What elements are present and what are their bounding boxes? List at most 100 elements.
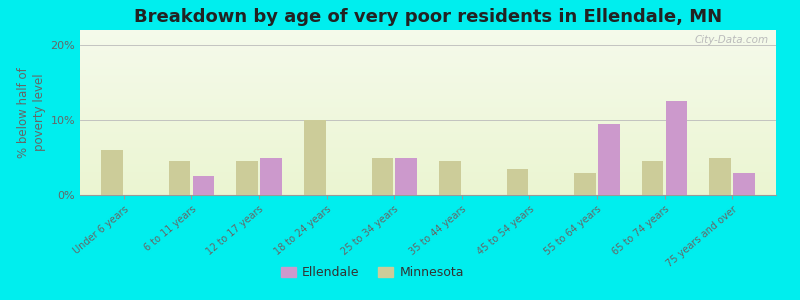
Bar	[80, 115, 776, 116]
Bar	[80, 66, 776, 67]
Bar	[80, 189, 776, 190]
Bar	[237, 161, 258, 195]
Bar	[80, 109, 776, 110]
Bar	[80, 186, 776, 187]
Bar	[80, 113, 776, 114]
Bar	[80, 183, 776, 184]
Bar	[80, 45, 776, 46]
Bar	[80, 181, 776, 182]
Bar	[80, 169, 776, 170]
Bar	[80, 152, 776, 153]
Bar	[80, 150, 776, 151]
Legend: Ellendale, Minnesota: Ellendale, Minnesota	[276, 261, 469, 284]
Bar	[80, 145, 776, 146]
Bar	[80, 36, 776, 37]
Bar	[80, 54, 776, 55]
Bar	[80, 143, 776, 144]
Bar	[80, 62, 776, 63]
Bar	[80, 104, 776, 105]
Bar	[80, 182, 776, 183]
Bar	[80, 60, 776, 61]
Bar	[80, 47, 776, 48]
Bar	[80, 41, 776, 42]
Bar	[80, 160, 776, 161]
Bar	[80, 91, 776, 92]
Bar	[80, 97, 776, 98]
Bar	[80, 51, 776, 52]
Bar	[80, 172, 776, 173]
Bar	[80, 127, 776, 128]
Bar	[439, 161, 461, 195]
Bar	[80, 43, 776, 44]
Text: City-Data.com: City-Data.com	[695, 35, 769, 45]
Bar	[80, 67, 776, 68]
Bar	[80, 53, 776, 54]
Bar	[80, 192, 776, 193]
Bar	[80, 138, 776, 139]
Bar	[80, 118, 776, 119]
Bar	[80, 171, 776, 172]
Bar	[80, 135, 776, 136]
Bar	[80, 157, 776, 158]
Bar	[80, 176, 776, 177]
Bar	[80, 129, 776, 130]
Bar	[80, 110, 776, 111]
Bar	[80, 48, 776, 49]
Bar	[80, 102, 776, 103]
Bar	[80, 74, 776, 75]
Bar	[80, 95, 776, 96]
Bar	[80, 71, 776, 72]
Bar	[710, 158, 731, 195]
Bar	[574, 172, 596, 195]
Bar	[80, 58, 776, 59]
Bar	[80, 161, 776, 162]
Bar	[80, 94, 776, 95]
Bar	[80, 185, 776, 186]
Bar	[80, 68, 776, 69]
Bar	[80, 114, 776, 115]
Bar	[395, 158, 417, 195]
Bar	[80, 65, 776, 66]
Bar	[80, 173, 776, 174]
Bar	[80, 125, 776, 126]
Bar	[80, 103, 776, 104]
Bar	[80, 105, 776, 106]
Bar	[80, 33, 776, 34]
Bar	[80, 163, 776, 164]
Bar	[80, 139, 776, 140]
Bar	[80, 106, 776, 107]
Bar	[80, 75, 776, 76]
Bar	[80, 156, 776, 157]
Bar	[642, 161, 663, 195]
Bar	[80, 188, 776, 189]
Bar	[733, 172, 754, 195]
Bar	[80, 179, 776, 180]
Bar	[80, 79, 776, 80]
Bar	[80, 80, 776, 81]
Bar	[80, 44, 776, 45]
Bar	[80, 134, 776, 135]
Bar	[80, 165, 776, 166]
Bar	[80, 117, 776, 118]
Bar	[666, 101, 687, 195]
Bar	[80, 133, 776, 134]
Bar	[80, 184, 776, 185]
Bar	[80, 30, 776, 31]
Bar	[260, 158, 282, 195]
Bar	[80, 136, 776, 137]
Bar	[80, 31, 776, 32]
Bar	[80, 122, 776, 123]
Bar	[80, 154, 776, 155]
Bar	[102, 150, 123, 195]
Bar	[80, 42, 776, 43]
Bar	[80, 148, 776, 149]
Bar	[80, 155, 776, 156]
Bar	[80, 144, 776, 145]
Bar	[80, 55, 776, 56]
Bar	[80, 128, 776, 129]
Bar	[80, 178, 776, 179]
Y-axis label: % below half of
poverty level: % below half of poverty level	[18, 67, 46, 158]
Bar	[80, 81, 776, 82]
Bar	[80, 162, 776, 163]
Bar	[80, 98, 776, 99]
